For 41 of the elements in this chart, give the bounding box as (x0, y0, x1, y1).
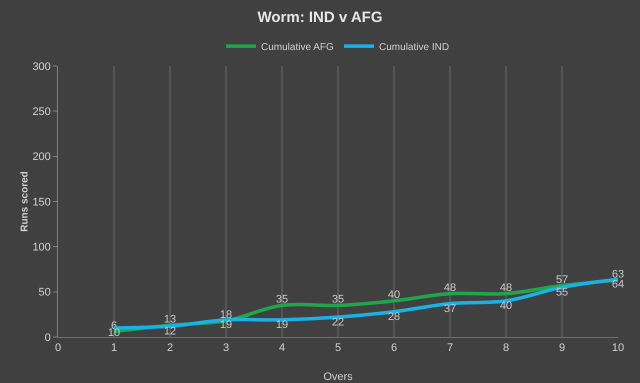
data-label: 48 (444, 282, 456, 294)
data-label: 63 (612, 268, 624, 280)
y-tick-label: 0 (44, 332, 51, 344)
x-tick-label: 10 (612, 342, 624, 354)
data-label: 40 (500, 300, 512, 312)
x-tick-label: 9 (558, 342, 566, 354)
legend-label: Cumulative AFG (261, 42, 334, 53)
data-label: 28 (388, 310, 400, 323)
y-tick-label: 150 (32, 196, 51, 208)
y-axis-title: Runs scored (19, 171, 30, 232)
data-label: 37 (444, 302, 456, 315)
data-label: 35 (276, 294, 288, 306)
y-tick-label: 300 (32, 60, 51, 73)
data-label: 19 (276, 319, 288, 332)
x-tick-label: 0 (54, 342, 62, 354)
data-label: 35 (332, 294, 344, 306)
data-label: 48 (500, 282, 512, 294)
x-axis-title: Overs (323, 371, 354, 383)
data-label: 40 (388, 289, 400, 302)
y-tick-label: 200 (32, 151, 51, 164)
data-label: 22 (332, 316, 344, 328)
y-tick-label: 250 (32, 106, 51, 118)
data-label: 13 (164, 314, 176, 326)
x-tick-label: 5 (334, 342, 342, 354)
y-tick-label: 50 (38, 286, 51, 299)
data-label: 64 (612, 278, 624, 290)
data-label: 19 (220, 319, 232, 332)
data-label: 12 (164, 325, 176, 338)
data-label: 55 (556, 286, 568, 299)
x-tick-label: 7 (446, 342, 454, 354)
x-tick-label: 6 (390, 342, 398, 354)
data-label: 57 (556, 274, 568, 286)
x-tick-label: 1 (110, 342, 118, 354)
data-label: 18 (220, 308, 232, 321)
chart-title: Worm: IND v AFG (257, 8, 383, 26)
y-tick-label: 100 (32, 242, 51, 254)
x-tick-label: 2 (166, 342, 174, 354)
legend-label: Cumulative IND (379, 42, 450, 53)
x-tick-label: 3 (222, 342, 230, 354)
x-tick-label: 8 (502, 342, 510, 354)
x-tick-label: 4 (278, 342, 286, 354)
